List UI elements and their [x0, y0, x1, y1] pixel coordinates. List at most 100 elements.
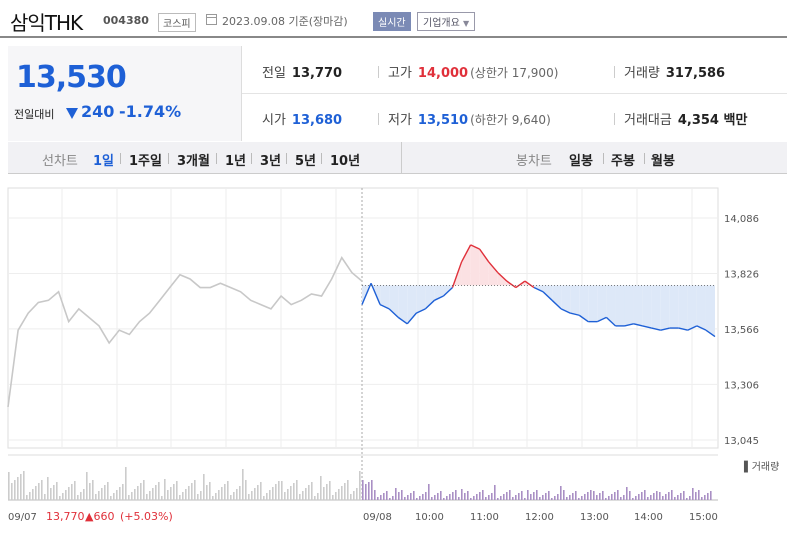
- volume-bar-prev: [86, 472, 88, 500]
- volume-bar-today: [644, 490, 646, 500]
- tab-1w[interactable]: 1주일: [129, 154, 162, 169]
- tab-1d[interactable]: 1일: [93, 154, 115, 169]
- divider: [603, 153, 604, 164]
- volume-bar-prev: [236, 489, 238, 500]
- volume-bar-prev: [62, 493, 64, 500]
- stat-high-value: 14,000: [417, 66, 469, 81]
- tab-weekly-candle[interactable]: 주봉: [611, 154, 635, 169]
- volume-bar-prev: [320, 476, 322, 500]
- volume-bar-prev: [20, 474, 22, 500]
- tab-3m[interactable]: 3개월: [177, 154, 210, 169]
- volume-bar-prev: [209, 482, 211, 500]
- volume-bar-prev: [116, 490, 118, 500]
- volume-bar-today: [650, 495, 652, 500]
- today-segment: [424, 299, 435, 310]
- tab-1y[interactable]: 1년: [225, 154, 247, 169]
- volume-bar-prev: [326, 484, 328, 500]
- divider: [378, 66, 379, 78]
- today-segment: [687, 325, 698, 331]
- volume-bar-prev: [191, 483, 193, 500]
- today-segment: [434, 295, 444, 301]
- today-segment: [479, 248, 490, 263]
- volume-bar-today: [401, 490, 403, 500]
- volume-bar-today: [539, 497, 541, 500]
- volume-bars: ▌거래량: [8, 454, 779, 501]
- price-chart[interactable]: 14,086 13,826 13,566 13,306 13,045 ▌거래량 09/0…: [0, 180, 787, 540]
- volume-bar-today: [455, 490, 457, 500]
- volume-bar-today: [656, 491, 658, 500]
- volume-bar-today: [557, 494, 559, 500]
- volume-bar-today: [518, 493, 520, 500]
- today-segment: [524, 280, 535, 289]
- tab-3y[interactable]: 3년: [260, 154, 282, 169]
- volume-bar-today: [614, 492, 616, 500]
- volume-bar-prev: [293, 483, 295, 500]
- today-segment: [460, 244, 472, 263]
- today-segment: [578, 314, 589, 323]
- volume-bar-today: [365, 484, 367, 500]
- volume-bar-today: [587, 492, 589, 500]
- fill-segment: [398, 285, 408, 324]
- fill-segment: [678, 285, 688, 331]
- volume-bar-prev: [149, 491, 151, 500]
- down-arrow-icon: [66, 108, 78, 119]
- volume-bar-prev: [122, 484, 124, 500]
- volume-bar-prev: [254, 488, 256, 500]
- volume-bar-prev: [257, 485, 259, 500]
- volume-bar-today: [527, 490, 529, 500]
- prev-day-footer: 13,770 ▲660 (+5.03%): [46, 510, 173, 523]
- realtime-button[interactable]: 실시간: [373, 12, 411, 31]
- volume-bar-prev: [296, 480, 298, 500]
- volume-bar-prev: [59, 496, 61, 500]
- volume-bar-prev: [251, 491, 253, 500]
- company-name[interactable]: 삼익THK: [10, 11, 83, 35]
- volume-bar-prev: [260, 482, 262, 500]
- volume-bar-today: [368, 482, 370, 500]
- volume-bar-today: [392, 496, 394, 500]
- volume-bar-today: [503, 494, 505, 500]
- volume-bar-prev: [143, 480, 145, 500]
- tab-10y[interactable]: 10년: [330, 154, 361, 169]
- volume-bar-prev: [38, 483, 40, 500]
- volume-bar-today: [545, 493, 547, 500]
- volume-bar-today: [536, 490, 538, 500]
- volume-bar-prev: [173, 484, 175, 500]
- company-info-dropdown[interactable]: 기업개요 ▼: [417, 12, 476, 31]
- volume-bar-today: [590, 490, 592, 500]
- volume-bar-today: [680, 493, 682, 500]
- volume-bar-today: [386, 491, 388, 500]
- stat-lower-limit: (하한가 9,640): [470, 113, 551, 127]
- volume-bar-prev: [227, 481, 229, 500]
- prev-day-series: [7, 256, 363, 408]
- stat-low-value: 13,510: [417, 113, 469, 128]
- volume-bar-today: [515, 495, 517, 500]
- tab-monthly-candle[interactable]: 월봉: [651, 154, 675, 169]
- volume-bar-today: [647, 497, 649, 500]
- volume-bar-prev: [155, 485, 157, 500]
- y-tick-label: 13,306: [724, 380, 759, 391]
- today-segment: [605, 316, 616, 327]
- stats-panel: 전일 13,770 고가 14,000 (상한가 17,900) 거래량 317,586…: [242, 46, 787, 141]
- volume-bar-today: [422, 494, 424, 500]
- fill-segment: [552, 285, 562, 309]
- volume-bar-prev: [200, 491, 202, 500]
- volume-bar-today: [362, 480, 364, 500]
- volume-bar-prev: [215, 493, 217, 500]
- volume-bar-prev: [359, 471, 361, 500]
- volume-bar-prev: [281, 481, 283, 500]
- volume-bar-today: [548, 491, 550, 500]
- volume-bar-prev: [317, 493, 319, 500]
- calendar-icon: [206, 14, 217, 25]
- volume-bar-prev: [233, 492, 235, 500]
- volume-bar-today: [416, 498, 418, 500]
- fill-segment: [479, 249, 489, 286]
- tab-5y[interactable]: 5년: [295, 154, 317, 169]
- tab-daily-candle[interactable]: 일봉: [569, 154, 593, 169]
- stat-low: 저가 13,510 (하한가 9,640): [388, 109, 551, 128]
- volume-bar-today: [581, 496, 583, 500]
- volume-bar-prev: [158, 482, 160, 500]
- volume-bar-today: [572, 493, 574, 500]
- volume-bar-today: [605, 498, 607, 500]
- volume-bar-prev: [299, 494, 301, 500]
- divider: [321, 153, 322, 164]
